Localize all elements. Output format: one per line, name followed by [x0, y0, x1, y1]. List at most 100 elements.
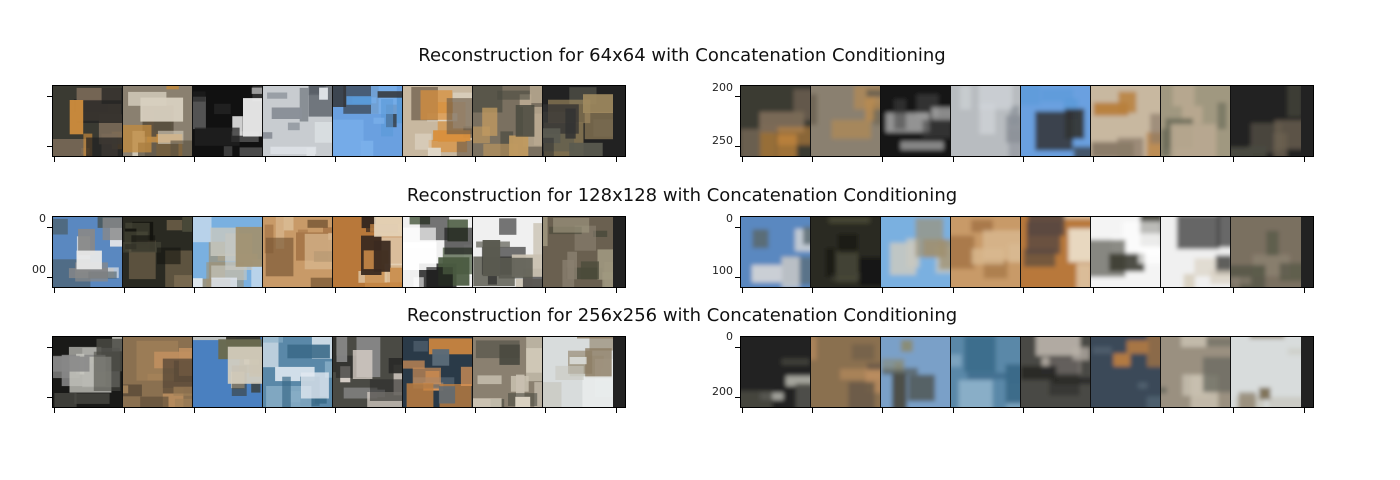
original-image-tile [193, 337, 263, 407]
original-image-strip-128 [52, 216, 626, 288]
y-axis-tick [47, 347, 52, 348]
original-image-tile [193, 217, 263, 287]
y-tick-label: 0 [39, 212, 46, 225]
original-image-tile [123, 217, 193, 287]
reconstructed-image-tile [741, 86, 811, 156]
x-axis-tick [405, 157, 406, 162]
x-axis-tick [1023, 157, 1024, 162]
x-axis-tick [812, 408, 813, 413]
y-axis-tick [47, 397, 52, 398]
original-image-tile [53, 337, 123, 407]
x-axis-tick [882, 157, 883, 162]
x-axis-tick [1023, 408, 1024, 413]
reconstructed-image-tile [951, 217, 1021, 287]
reconstructed-image-tile [811, 86, 881, 156]
row-title-128: Reconstruction for 128x128 with Concaten… [406, 185, 958, 206]
x-axis-tick [54, 288, 55, 293]
reconstructed-image-tile [1091, 86, 1161, 156]
y-axis-tick [735, 397, 740, 398]
x-axis-tick [742, 157, 743, 162]
x-axis-tick [335, 157, 336, 162]
x-axis-tick [1304, 408, 1305, 413]
reconstructed-image-tile [1091, 217, 1161, 287]
x-axis-tick [194, 408, 195, 413]
x-axis-tick [953, 288, 954, 293]
x-axis-tick [1233, 157, 1234, 162]
x-axis-tick [194, 157, 195, 162]
original-image-tile [543, 217, 613, 287]
y-tick-label: 0 [726, 212, 733, 225]
original-image-tile [473, 337, 543, 407]
reconstructed-image-tile [1161, 337, 1231, 407]
x-axis-tick [1093, 157, 1094, 162]
reconstructed-image-tile [951, 337, 1021, 407]
y-axis-tick [735, 146, 740, 147]
x-axis-tick [194, 288, 195, 293]
reconstructed-image-tile [1021, 337, 1091, 407]
x-axis-tick [1093, 288, 1094, 293]
original-image-tile [53, 217, 123, 287]
x-axis-tick [1093, 408, 1094, 413]
reconstructed-image-tile [881, 86, 951, 156]
x-axis-tick [405, 288, 406, 293]
reconstruction-image-strip-128 [740, 216, 1314, 288]
reconstructed-image-tile [881, 337, 951, 407]
y-tick-label: 200 [712, 81, 733, 94]
y-axis-tick [735, 347, 740, 348]
original-image-tile [123, 337, 193, 407]
x-axis-tick [1233, 408, 1234, 413]
x-axis-tick [545, 157, 546, 162]
reconstructed-image-tile [741, 337, 811, 407]
reconstructed-image-tile [1021, 217, 1091, 287]
original-image-tile [403, 337, 473, 407]
x-axis-tick [124, 288, 125, 293]
x-axis-tick [742, 408, 743, 413]
x-axis-tick [882, 288, 883, 293]
y-tick-label: 250 [712, 134, 733, 147]
y-axis-tick [735, 277, 740, 278]
reconstructed-image-tile [1161, 217, 1231, 287]
x-axis-tick [616, 157, 617, 162]
x-axis-tick [882, 408, 883, 413]
x-axis-tick [475, 157, 476, 162]
reconstruction-image-strip-64 [740, 85, 1314, 157]
original-image-tile [543, 337, 613, 407]
reconstructed-image-tile [741, 217, 811, 287]
x-axis-tick [616, 408, 617, 413]
original-image-strip-64 [52, 85, 626, 157]
x-axis-tick [616, 288, 617, 293]
x-axis-tick [405, 408, 406, 413]
original-image-tile [403, 86, 473, 156]
reconstructed-image-tile [811, 217, 881, 287]
original-image-tile [333, 86, 403, 156]
y-tick-label: 00 [32, 263, 46, 276]
y-axis-tick [735, 227, 740, 228]
reconstructed-image-tile [951, 86, 1021, 156]
x-axis-tick [812, 157, 813, 162]
reconstructed-image-tile [1231, 217, 1301, 287]
reconstructed-image-tile [811, 337, 881, 407]
original-image-tile [333, 217, 403, 287]
x-axis-tick [1233, 288, 1234, 293]
x-axis-tick [265, 157, 266, 162]
original-image-tile [263, 86, 333, 156]
y-tick-label: 200 [712, 385, 733, 398]
reconstructed-image-tile [1091, 337, 1161, 407]
x-axis-tick [545, 288, 546, 293]
original-image-tile [333, 337, 403, 407]
reconstruction-image-strip-256 [740, 336, 1314, 408]
y-tick-label: 0 [726, 330, 733, 343]
x-axis-tick [953, 157, 954, 162]
y-axis-tick [47, 227, 52, 228]
x-axis-tick [475, 408, 476, 413]
x-axis-tick [335, 288, 336, 293]
x-axis-tick [1304, 157, 1305, 162]
y-tick-label: 100 [712, 264, 733, 277]
original-image-tile [53, 86, 123, 156]
x-axis-tick [1304, 288, 1305, 293]
x-axis-tick [545, 408, 546, 413]
original-image-tile [473, 86, 543, 156]
x-axis-tick [335, 408, 336, 413]
y-axis-tick [47, 277, 52, 278]
original-image-tile [263, 217, 333, 287]
